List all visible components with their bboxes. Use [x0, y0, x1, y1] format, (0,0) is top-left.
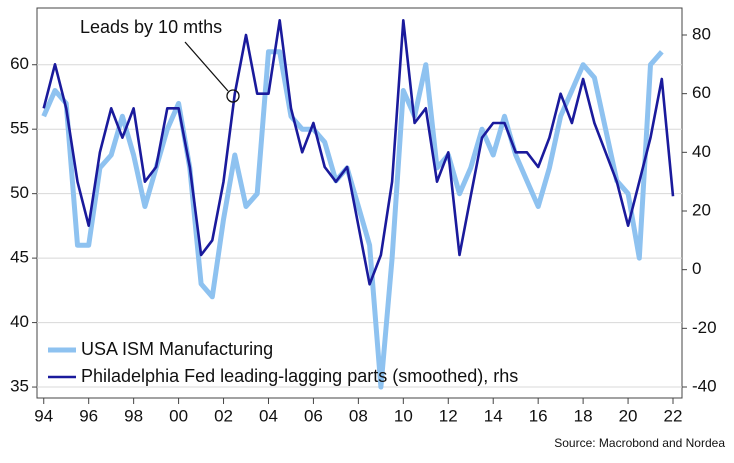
x-tick-label: 96 — [79, 406, 98, 425]
y2-tick-label: 0 — [692, 259, 701, 278]
y-tick-label: 35 — [10, 377, 29, 396]
annotation-circle — [226, 89, 240, 103]
x-tick-label: 08 — [349, 406, 368, 425]
series-line — [41, 49, 664, 390]
x-tick-label: 94 — [34, 406, 53, 425]
x-tick-label: 12 — [439, 406, 458, 425]
y2-tick-label: 40 — [692, 142, 711, 161]
x-tick-label: 98 — [124, 406, 143, 425]
x-tick-label: 14 — [484, 406, 503, 425]
x-tick-label: 18 — [574, 406, 593, 425]
annotation-arrow — [184, 41, 229, 92]
y2-tick-label: 20 — [692, 200, 711, 219]
x-tick-label: 00 — [169, 406, 188, 425]
y2-tick-label: -20 — [692, 318, 717, 337]
legend-label: USA ISM Manufacturing — [81, 339, 273, 359]
y-tick-label: 60 — [10, 54, 29, 73]
y2-tick-label: 80 — [692, 24, 711, 43]
series-line — [42, 19, 675, 286]
x-tick-label: 04 — [259, 406, 278, 425]
legend-label: Philadelphia Fed leading-lagging parts (… — [81, 366, 518, 386]
y-tick-label: 50 — [10, 183, 29, 202]
x-tick-label: 02 — [214, 406, 233, 425]
y2-tick-label: -40 — [692, 376, 717, 395]
x-tick-label: 10 — [394, 406, 413, 425]
x-tick-label: 22 — [664, 406, 683, 425]
y-tick-label: 55 — [10, 119, 29, 138]
plot-frame — [36, 7, 683, 399]
annotation: Leads by 10 mths — [80, 17, 222, 37]
x-tick-label: 16 — [529, 406, 548, 425]
x-tick-label: 06 — [304, 406, 323, 425]
x-tick-label: 20 — [619, 406, 638, 425]
source: Source: Macrobond and Nordea — [554, 436, 725, 450]
y-tick-label: 40 — [10, 312, 29, 331]
y2-tick-label: 60 — [692, 83, 711, 102]
y-tick-label: 45 — [10, 248, 29, 267]
